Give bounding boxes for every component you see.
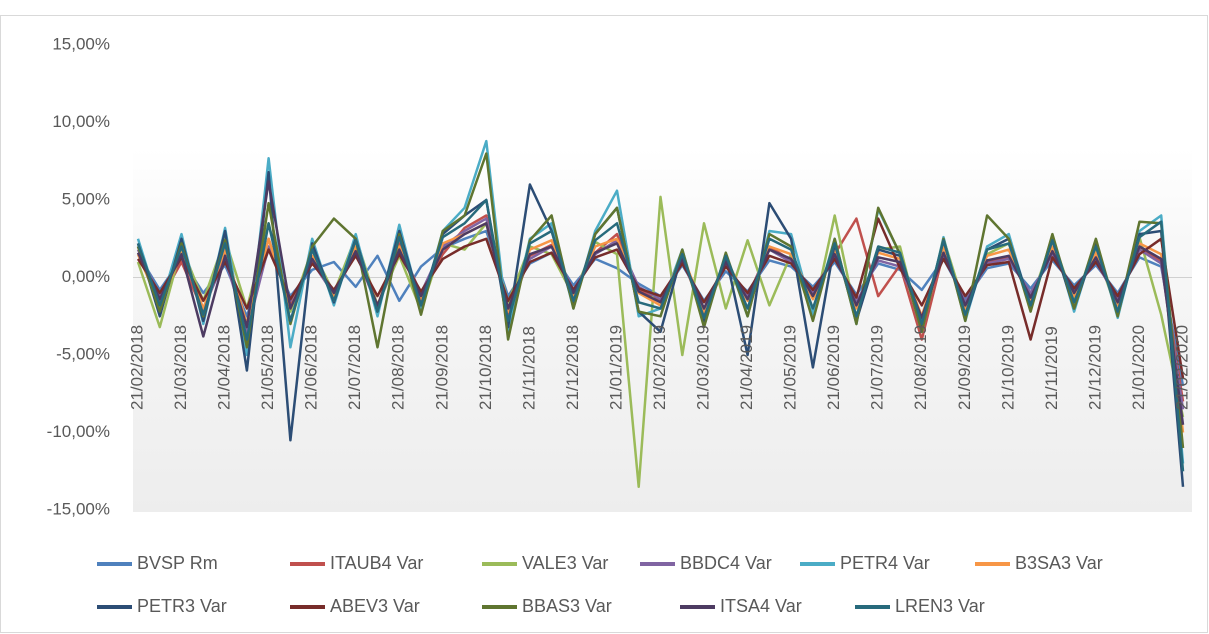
legend-label: BBDC4 Var — [680, 553, 772, 573]
y-tick-label: 5,00% — [62, 189, 110, 208]
x-tick-label: 21/08/2018 — [389, 325, 408, 410]
y-tick-label: 15,00% — [52, 34, 110, 53]
x-tick-label: 21/10/2018 — [476, 325, 495, 410]
x-tick-label: 21/06/2018 — [302, 325, 321, 410]
x-tick-label: 21/05/2018 — [258, 325, 277, 410]
x-tick-label: 21/04/2018 — [215, 325, 234, 410]
y-tick-label: 0,00% — [62, 267, 110, 286]
legend-label: VALE3 Var — [522, 553, 608, 573]
legend-label: PETR4 Var — [840, 553, 930, 573]
x-tick-label: 21/03/2019 — [694, 325, 713, 410]
legend-label: BBAS3 Var — [522, 596, 612, 616]
x-tick-label: 21/12/2018 — [563, 325, 582, 410]
x-tick-label: 21/07/2019 — [868, 325, 887, 410]
legend-label: ITAUB4 Var — [330, 553, 423, 573]
x-tick-label: 21/08/2019 — [911, 325, 930, 410]
x-tick-label: 21/04/2019 — [737, 325, 756, 410]
x-tick-label: 21/09/2018 — [432, 325, 451, 410]
x-tick-label: 21/01/2020 — [1129, 325, 1148, 410]
series-line — [136, 198, 1185, 472]
x-tick-label: 21/09/2019 — [955, 325, 974, 410]
x-tick-label: 21/06/2019 — [824, 325, 843, 410]
y-tick-label: -5,00% — [56, 344, 110, 363]
y-tick-label: -15,00% — [47, 499, 110, 518]
y-tick-label: 10,00% — [52, 112, 110, 131]
x-tick-label: 21/03/2018 — [171, 325, 190, 410]
series-line — [136, 180, 1185, 425]
legend-label: B3SA3 Var — [1015, 553, 1103, 573]
x-tick-label: 21/11/2018 — [519, 326, 538, 410]
series-line — [136, 217, 1185, 379]
x-tick-label: 21/12/2019 — [1085, 325, 1104, 410]
legend-label: PETR3 Var — [137, 596, 227, 616]
x-tick-label: 21/11/2019 — [1042, 326, 1061, 410]
legend-label: ABEV3 Var — [330, 596, 420, 616]
x-tick-label: 21/07/2018 — [345, 325, 364, 410]
x-tick-label: 21/02/2020 — [1172, 325, 1191, 410]
y-tick-label: -10,00% — [47, 422, 110, 441]
x-tick-label: 21/05/2019 — [781, 325, 800, 410]
x-tick-label: 21/02/2019 — [650, 325, 669, 410]
x-tick-label: 21/02/2018 — [127, 325, 146, 410]
x-tick-label: 21/01/2019 — [606, 325, 625, 410]
legend-label: LREN3 Var — [895, 596, 985, 616]
legend-label: BVSP Rm — [137, 553, 218, 573]
legend-label: ITSA4 Var — [720, 596, 802, 616]
series-line — [136, 152, 1185, 449]
x-tick-label: 21/10/2019 — [998, 325, 1017, 410]
